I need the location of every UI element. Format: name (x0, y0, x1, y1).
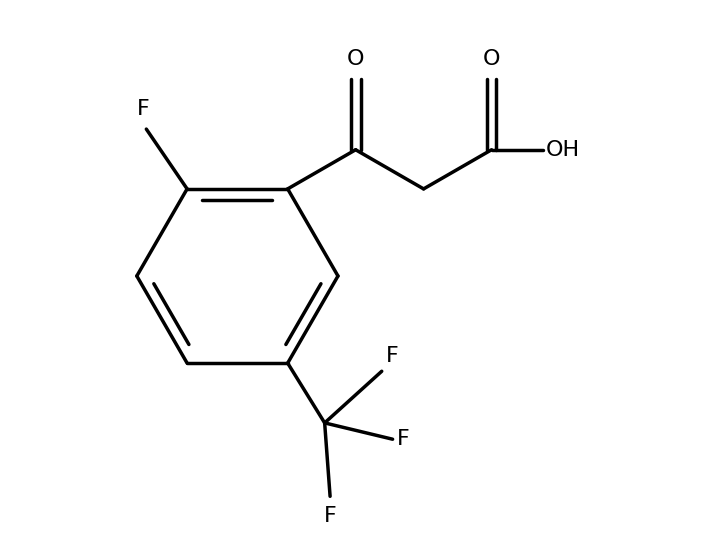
Text: F: F (397, 429, 410, 449)
Text: F: F (137, 99, 150, 119)
Text: O: O (483, 49, 501, 70)
Text: OH: OH (545, 140, 580, 160)
Text: O: O (347, 49, 364, 70)
Text: F: F (386, 346, 399, 366)
Text: F: F (323, 506, 336, 526)
